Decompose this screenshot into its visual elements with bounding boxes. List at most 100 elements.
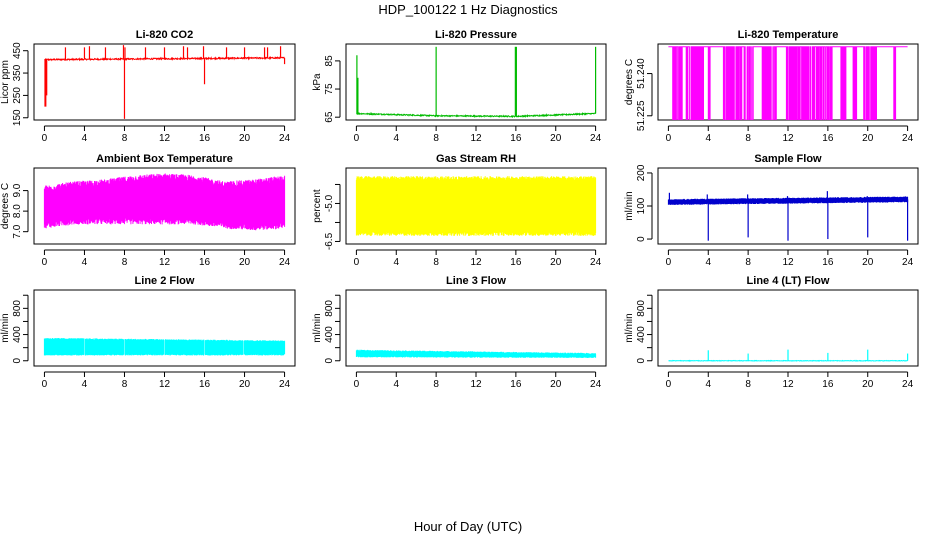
- x-tick-label: 8: [433, 379, 439, 390]
- y-axis-title: ml/min: [312, 313, 323, 342]
- y-axis: 0 400 800: [12, 294, 29, 364]
- x-tick-label: 20: [550, 379, 562, 390]
- y-tick-label: 75: [324, 83, 335, 95]
- y-tick-label: 800: [324, 300, 335, 317]
- data-layer: [43, 173, 286, 231]
- x-tick-label: 4: [393, 379, 399, 390]
- x-tick-label: 24: [902, 257, 914, 268]
- x-tick-label: 16: [822, 379, 834, 390]
- x-tick-label: 16: [822, 133, 834, 144]
- series-line: [668, 46, 908, 120]
- y-axis: 0 100 200: [636, 164, 653, 242]
- x-tick-label: 4: [705, 379, 711, 390]
- y-axis-title: Licor ppm: [0, 60, 11, 104]
- x-tick-label: 8: [433, 257, 439, 268]
- x-tick-label: 20: [239, 379, 251, 390]
- x-tick-label: 24: [279, 133, 291, 144]
- panel-title: Ambient Box Temperature: [96, 153, 233, 165]
- x-axis: 0 4 8 12 16 20 24: [666, 249, 914, 268]
- y-tick-label: 65: [324, 111, 335, 123]
- y-axis-title: percent: [312, 189, 323, 223]
- x-tick-label: 16: [510, 133, 522, 144]
- x-tick-label: 0: [42, 257, 48, 268]
- x-tick-label: 12: [159, 133, 171, 144]
- plot-frame: [345, 167, 607, 245]
- x-tick-label: 0: [354, 133, 360, 144]
- x-tick-label: 8: [122, 257, 128, 268]
- y-tick-label: 0: [324, 358, 335, 364]
- series-band: [43, 173, 286, 231]
- y-tick-label: 150: [12, 109, 23, 126]
- panel-title: Sample Flow: [754, 153, 822, 165]
- y-tick-label: 400: [324, 326, 335, 343]
- y-tick-label: 7.0: [12, 224, 23, 238]
- data-layer: [44, 45, 286, 119]
- x-axis: 0 4 8 12 16 20 24: [354, 371, 602, 390]
- x-tick-label: 8: [433, 133, 439, 144]
- plot-frame: [33, 289, 296, 367]
- plot-frame: [345, 43, 607, 121]
- x-axis: 0 4 8 12 16 20 24: [354, 125, 602, 144]
- x-tick-label: 0: [354, 257, 360, 268]
- x-tick-label: 4: [82, 133, 88, 144]
- x-tick-label: 4: [705, 257, 711, 268]
- x-tick-label: 0: [42, 133, 48, 144]
- x-tick-label: 8: [122, 133, 128, 144]
- y-axis: -6.5 -5.0: [324, 183, 341, 250]
- x-tick-label: 20: [550, 133, 562, 144]
- x-tick-label: 8: [745, 379, 751, 390]
- y-tick-label: 8.0: [12, 204, 23, 218]
- y-axis: 65 75 85: [324, 55, 341, 123]
- y-axis-title: degrees C: [0, 183, 11, 229]
- figure-title: HDP_100122 1 Hz Diagnostics: [378, 2, 558, 17]
- x-tick-label: 12: [782, 257, 794, 268]
- x-tick-label: 24: [279, 257, 291, 268]
- plot-frame: [657, 289, 919, 367]
- x-tick-label: 24: [590, 257, 602, 268]
- x-tick-label: 24: [902, 133, 914, 144]
- x-tick-label: 4: [393, 133, 399, 144]
- panel-title: Li-820 Temperature: [738, 29, 839, 41]
- plot-frame: [345, 289, 607, 367]
- x-tick-label: 0: [42, 379, 48, 390]
- y-tick-label: 200: [636, 164, 647, 181]
- x-axis: 0 4 8 12 16 20 24: [42, 249, 291, 268]
- panel-3: Li-820 Temperature 0 4 8 12 16 20 24 51.225 51.24…: [624, 29, 919, 144]
- y-tick-label: 450: [12, 42, 23, 59]
- x-tick-label: 16: [199, 257, 211, 268]
- y-axis: 7.0 8.0 9.0: [12, 183, 29, 239]
- x-axis-title: Hour of Day (UTC): [414, 519, 522, 534]
- y-tick-label: 0: [12, 358, 23, 364]
- y-tick-label: 51.240: [636, 58, 647, 89]
- x-tick-label: 8: [745, 257, 751, 268]
- data-layer: [355, 176, 597, 236]
- x-tick-label: 0: [354, 379, 360, 390]
- y-axis-title: kPa: [312, 73, 323, 91]
- panel-title: Line 4 (LT) Flow: [747, 275, 830, 287]
- x-tick-label: 24: [590, 133, 602, 144]
- x-tick-label: 4: [705, 133, 711, 144]
- y-tick-label: 250: [12, 87, 23, 104]
- data-layer: [668, 349, 909, 362]
- y-tick-label: 51.225: [636, 100, 647, 131]
- x-tick-label: 8: [745, 133, 751, 144]
- x-tick-label: 0: [666, 257, 672, 268]
- data-layer: [668, 46, 908, 120]
- x-tick-label: 12: [782, 379, 794, 390]
- data-layer: [355, 349, 597, 358]
- y-tick-label: -6.5: [324, 232, 335, 250]
- x-tick-label: 20: [862, 379, 874, 390]
- y-tick-label: 400: [12, 326, 23, 343]
- y-axis-title: ml/min: [0, 313, 11, 342]
- y-tick-label: 350: [12, 64, 23, 81]
- x-tick-label: 0: [666, 379, 672, 390]
- y-tick-label: 800: [12, 300, 23, 317]
